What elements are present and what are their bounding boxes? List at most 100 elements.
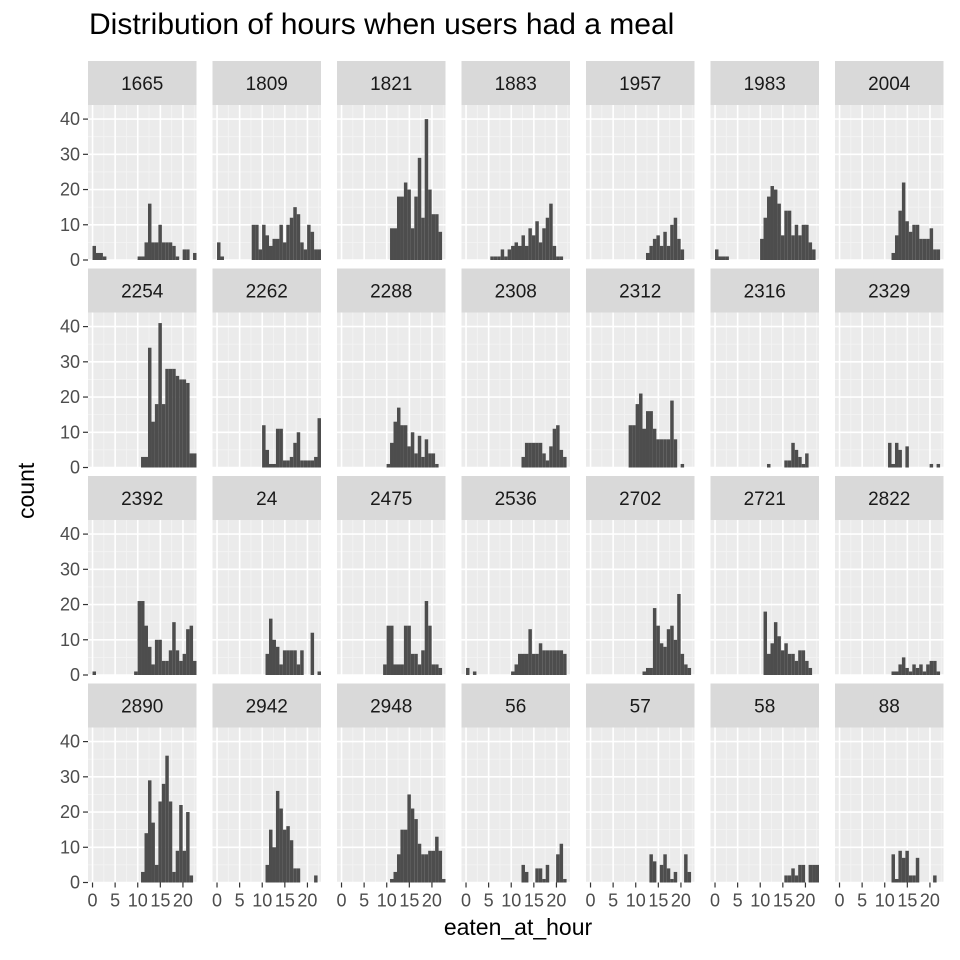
- histogram-bar: [251, 224, 256, 260]
- histogram-bar: [504, 256, 508, 260]
- histogram-bar: [262, 425, 266, 468]
- histogram-bar: [670, 400, 674, 468]
- y-tick-label: 30: [60, 767, 80, 787]
- facet-strip: [461, 476, 570, 520]
- facet-panel-1665: 1665: [88, 61, 197, 261]
- x-tick-label: 20: [422, 891, 442, 911]
- histogram-bar: [161, 242, 166, 260]
- histogram-bar: [642, 428, 646, 468]
- histogram-bar: [514, 242, 519, 260]
- histogram-bar: [390, 878, 394, 883]
- y-tick-label: 30: [60, 144, 80, 164]
- facet-strip: [337, 61, 446, 105]
- histogram-bar: [303, 460, 308, 468]
- histogram-bar: [815, 864, 819, 883]
- histogram-bar: [428, 453, 432, 468]
- histogram-bar: [528, 228, 532, 260]
- facet-strip-label: 2004: [868, 74, 911, 95]
- facet-strip-label: 1883: [495, 74, 537, 95]
- histogram-bar: [936, 249, 941, 260]
- y-tick-label: 30: [60, 559, 80, 579]
- histogram-bar: [289, 217, 294, 260]
- histogram-bar: [649, 667, 653, 675]
- histogram-bar: [403, 625, 408, 675]
- facet-strip: [337, 476, 446, 520]
- histogram-bar: [801, 650, 806, 675]
- histogram-bar: [390, 625, 394, 675]
- histogram-bar: [179, 379, 183, 468]
- x-tick-label: 5: [359, 891, 369, 911]
- y-tick-label: 20: [60, 802, 80, 822]
- histogram-bar: [161, 783, 166, 883]
- histogram-bar: [915, 857, 920, 883]
- histogram-bar: [175, 375, 180, 468]
- facet-strip-label: 1957: [619, 74, 661, 95]
- histogram-bar: [725, 256, 729, 260]
- panel-background: [88, 105, 197, 260]
- histogram-bar: [531, 235, 536, 260]
- histogram-bar: [400, 425, 404, 468]
- facet-strip-label: 2475: [370, 489, 412, 510]
- histogram-bar: [898, 664, 902, 675]
- histogram-bar: [718, 256, 722, 260]
- histogram-bar: [898, 449, 902, 468]
- histogram-bar: [165, 368, 169, 468]
- histogram-bar: [542, 878, 546, 883]
- facet-strip: [461, 268, 570, 313]
- y-tick-label: 40: [60, 109, 80, 129]
- histogram-bar: [798, 235, 802, 260]
- histogram-bar: [666, 245, 671, 260]
- histogram-bar: [645, 667, 650, 675]
- histogram-bar: [521, 235, 525, 260]
- histogram-bar: [217, 242, 221, 260]
- histogram-bar: [466, 667, 470, 675]
- histogram-bar: [272, 463, 276, 468]
- x-tick-label: 20: [795, 891, 815, 911]
- histogram-bar: [165, 755, 169, 883]
- histogram-bar: [912, 664, 916, 675]
- histogram-bar: [908, 875, 913, 883]
- histogram-bar: [666, 629, 671, 675]
- histogram-bar: [407, 189, 411, 260]
- histogram-bar: [289, 456, 294, 468]
- histogram-bar: [780, 650, 785, 675]
- facet-strip-label: 1665: [121, 74, 163, 95]
- histogram-bar: [784, 210, 788, 260]
- facet-strip-label: 2822: [868, 489, 910, 510]
- facet-strip-label: 2392: [121, 489, 163, 510]
- histogram-bar: [317, 249, 321, 260]
- histogram-bar: [144, 456, 148, 468]
- histogram-bar: [531, 442, 536, 468]
- histogram-bar: [528, 629, 532, 675]
- histogram-bar: [269, 245, 273, 260]
- histogram-bar: [659, 864, 664, 883]
- histogram-bar: [92, 671, 97, 675]
- histogram-bar: [293, 207, 297, 260]
- histogram-bar: [182, 249, 187, 260]
- histogram-bar: [151, 664, 155, 675]
- facet-panel-2288: 2288: [337, 268, 446, 469]
- histogram-bar: [784, 643, 788, 675]
- histogram-bar: [414, 453, 418, 468]
- panel-background: [835, 727, 944, 883]
- facet-strip: [88, 476, 197, 520]
- facet-strip: [835, 61, 944, 105]
- histogram-bar: [265, 449, 270, 468]
- facet-panel-2329: 2329: [835, 268, 944, 469]
- histogram-bar: [929, 463, 934, 468]
- facet-panel-88: 88: [835, 683, 944, 884]
- facet-panel-2316: 2316: [710, 268, 819, 469]
- histogram-bar: [794, 660, 799, 675]
- histogram-bar: [141, 601, 145, 675]
- histogram-bar: [912, 875, 916, 883]
- histogram-bar: [151, 822, 155, 883]
- histogram-bar: [147, 347, 152, 468]
- histogram-bar: [265, 864, 270, 883]
- histogram-bar: [528, 442, 532, 468]
- histogram-bar: [791, 653, 795, 675]
- histogram-bar: [134, 671, 138, 675]
- facet-strip: [337, 683, 446, 728]
- histogram-bar: [656, 235, 660, 260]
- x-tick-label: 5: [484, 891, 494, 911]
